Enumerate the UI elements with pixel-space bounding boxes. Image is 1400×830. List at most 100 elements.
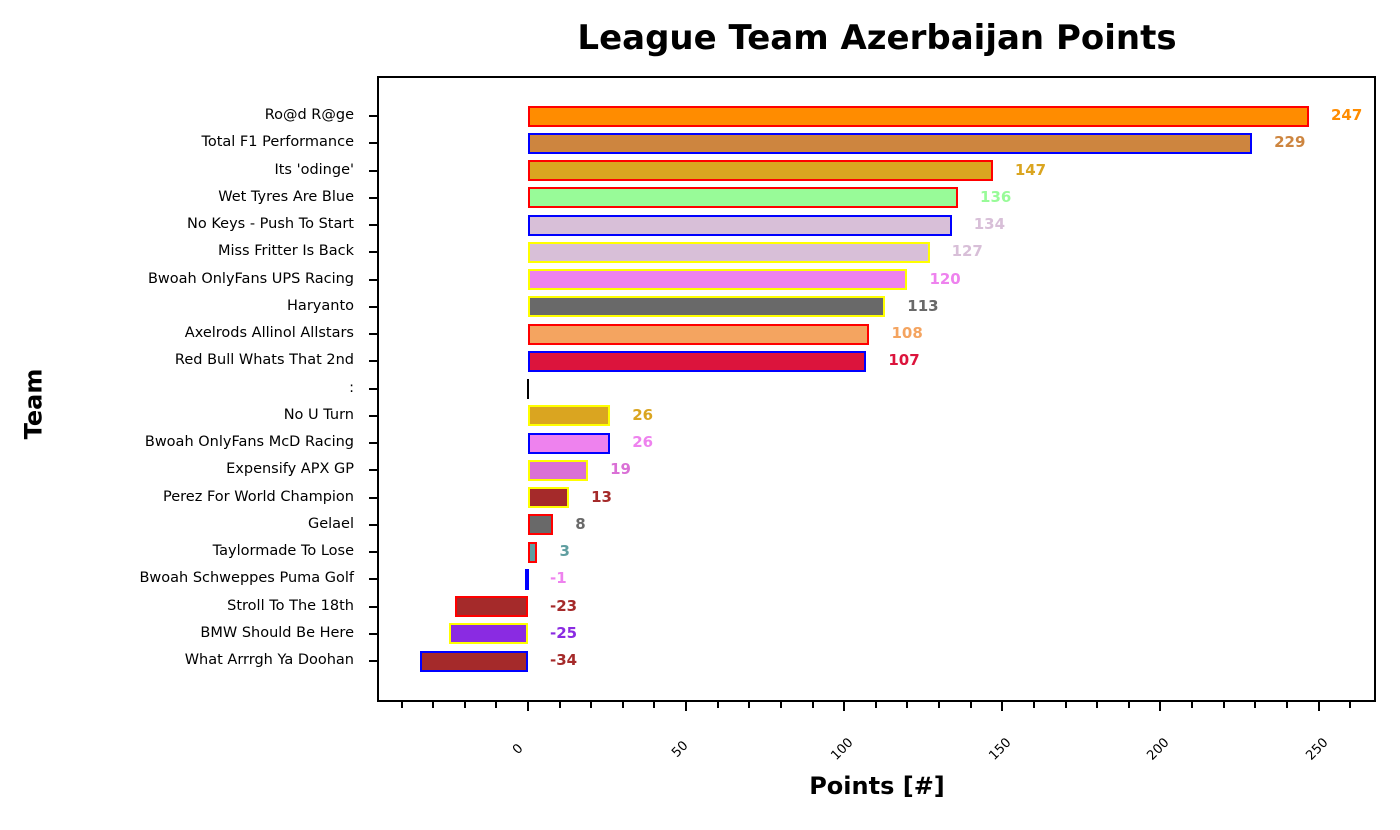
y-tick — [369, 251, 377, 254]
x-tick — [432, 702, 435, 708]
value-label: -34 — [550, 651, 578, 669]
value-label: -25 — [550, 623, 578, 642]
y-tick-label: Taylormade To Lose — [212, 543, 354, 559]
value-label: 147 — [1014, 160, 1047, 179]
x-tick — [748, 702, 751, 708]
y-tick — [369, 523, 377, 526]
value-label: 19 — [610, 460, 631, 479]
y-tick — [369, 496, 377, 499]
value-label: 8 — [575, 514, 586, 533]
y-tick-label: Expensify APX GP — [226, 461, 354, 478]
value-label: 127 — [951, 242, 983, 261]
bar — [528, 132, 1253, 154]
x-tick — [1285, 702, 1288, 708]
value-label: 108 — [891, 324, 923, 342]
chart-title: League Team Azerbaijan Points — [577, 18, 1177, 58]
y-tick — [369, 224, 377, 226]
value-label: -23 — [550, 596, 578, 615]
y-tick-label: No Keys - Push To Start — [187, 216, 354, 232]
x-tick-label: 150 — [986, 735, 1015, 764]
bar — [455, 596, 528, 617]
y-tick — [369, 305, 377, 308]
value-label: 13 — [591, 487, 612, 506]
x-tick — [843, 702, 846, 711]
x-tick — [495, 702, 498, 708]
x-tick — [653, 702, 656, 708]
x-tick — [716, 702, 719, 708]
x-tick — [558, 702, 561, 708]
value-label: 136 — [980, 187, 1012, 206]
x-tick — [1064, 702, 1067, 708]
bar — [448, 623, 528, 645]
bar — [528, 459, 589, 481]
y-tick-label: Bwoah OnlyFans McD Racing — [144, 434, 354, 450]
x-tick-label: 100 — [828, 735, 857, 764]
bar — [528, 432, 611, 454]
y-tick — [369, 196, 377, 199]
x-tick-label: 50 — [669, 738, 692, 761]
x-tick — [685, 702, 688, 711]
value-label: 120 — [929, 269, 961, 288]
bar — [528, 214, 952, 236]
y-tick — [369, 605, 377, 608]
x-tick — [400, 702, 403, 708]
y-tick — [369, 115, 377, 117]
y-tick-label: Haryanto — [287, 297, 354, 314]
x-tick — [1317, 702, 1320, 711]
value-label: 229 — [1274, 133, 1306, 152]
x-tick — [1191, 702, 1194, 708]
x-tick — [779, 702, 782, 708]
y-tick — [369, 333, 377, 335]
y-tick-label: Gelael — [307, 515, 354, 532]
x-tick — [938, 702, 941, 708]
bar — [528, 187, 959, 209]
bar — [528, 405, 611, 427]
x-tick — [1254, 702, 1257, 708]
y-tick-label: Ro@d R@ge — [264, 107, 354, 123]
bar — [528, 323, 870, 345]
y-tick-label: Its 'odinge' — [274, 161, 354, 178]
y-tick-label: Stroll To The 18th — [227, 597, 354, 614]
bar — [528, 350, 867, 372]
x-tick-label: 200 — [1144, 735, 1173, 764]
y-tick — [369, 387, 377, 390]
y-tick-label: What Arrrgh Ya Doohan — [184, 652, 354, 668]
value-label: 3 — [559, 542, 570, 560]
x-tick-label: 250 — [1302, 735, 1331, 764]
y-tick — [369, 469, 377, 472]
value-label: 107 — [888, 351, 920, 370]
x-tick — [1349, 702, 1352, 708]
x-tick — [874, 702, 877, 708]
bar — [528, 241, 930, 263]
bar — [528, 269, 908, 290]
y-tick — [369, 142, 377, 145]
y-tick — [369, 632, 377, 635]
y-tick-label: Bwoah Schweppes Puma Golf — [139, 570, 354, 587]
separator-line — [527, 378, 529, 399]
x-tick — [1159, 702, 1162, 711]
value-label: 113 — [907, 296, 939, 315]
x-tick — [463, 702, 466, 708]
x-tick — [621, 702, 624, 708]
x-tick — [590, 702, 593, 708]
plot-area — [377, 76, 1376, 702]
y-tick — [369, 414, 377, 417]
bar — [524, 568, 529, 590]
bar — [528, 487, 570, 508]
y-tick-label: Perez For World Champion — [163, 488, 354, 505]
x-tick — [527, 702, 529, 711]
x-tick — [1222, 702, 1225, 708]
y-tick-label: Miss Fritter Is Back — [217, 243, 354, 260]
x-tick — [969, 702, 972, 708]
y-tick-label: Wet Tyres Are Blue — [218, 188, 354, 205]
y-tick — [369, 278, 377, 281]
value-label: 247 — [1331, 106, 1363, 124]
bar — [420, 650, 528, 672]
x-tick — [1127, 702, 1130, 708]
y-tick — [369, 442, 377, 444]
x-tick — [811, 702, 814, 708]
y-tick-label: Bwoah OnlyFans UPS Racing — [147, 270, 354, 287]
y-tick — [369, 578, 377, 581]
y-tick — [369, 660, 377, 662]
value-label: 26 — [632, 433, 654, 451]
